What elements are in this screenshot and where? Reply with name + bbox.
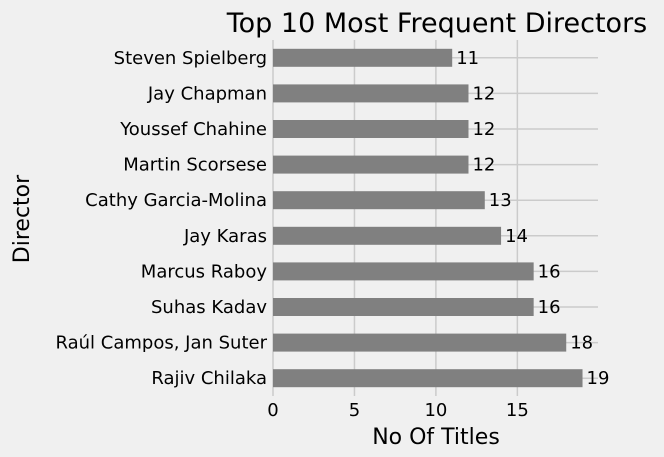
category-label: Rajiv Chilaka <box>151 368 267 389</box>
x-axis-label: No Of Titles <box>372 425 500 450</box>
x-tick-label: 10 <box>424 400 447 421</box>
x-tick-labels: 0 5 10 15 <box>267 400 529 421</box>
category-label: Marcus Raboy <box>141 261 268 282</box>
bars <box>273 48 583 388</box>
data-label: 14 <box>505 226 528 247</box>
data-labels: 11 12 12 12 13 14 16 16 18 19 <box>456 48 609 389</box>
data-label: 11 <box>456 48 479 69</box>
bar <box>273 333 567 352</box>
category-label: Jay Chapman <box>147 83 267 104</box>
data-label: 12 <box>472 155 495 176</box>
data-label: 13 <box>489 190 512 211</box>
category-label: Cathy Garcia-Molina <box>85 190 267 211</box>
x-tick-label: 5 <box>349 400 360 421</box>
category-label: Raúl Campos, Jan Suter <box>56 333 268 354</box>
bar <box>273 191 485 210</box>
bar <box>273 226 502 245</box>
data-label: 16 <box>538 297 561 318</box>
bar <box>273 155 469 174</box>
data-label: 19 <box>587 368 610 389</box>
category-label: Jay Karas <box>183 226 267 247</box>
bar <box>273 120 469 138</box>
data-label: 12 <box>472 119 495 140</box>
chart-title: Top 10 Most Frequent Directors <box>226 8 648 39</box>
bar <box>273 298 534 316</box>
category-label: Martin Scorsese <box>123 155 267 176</box>
bar <box>273 84 469 103</box>
y-axis-label: Director <box>10 174 35 263</box>
bar <box>273 262 534 281</box>
bar <box>273 48 453 67</box>
category-label: Steven Spielberg <box>114 48 267 69</box>
data-label: 16 <box>538 261 561 282</box>
x-tick-label: 0 <box>267 400 278 421</box>
category-labels: Steven Spielberg Jay Chapman Youssef Chahi… <box>56 48 268 389</box>
bar <box>273 369 583 388</box>
data-label: 12 <box>472 83 495 104</box>
category-label: Suhas Kadav <box>151 297 267 318</box>
x-tick-label: 15 <box>506 400 529 421</box>
category-label: Youssef Chahine <box>119 119 267 140</box>
data-label: 18 <box>570 333 593 354</box>
